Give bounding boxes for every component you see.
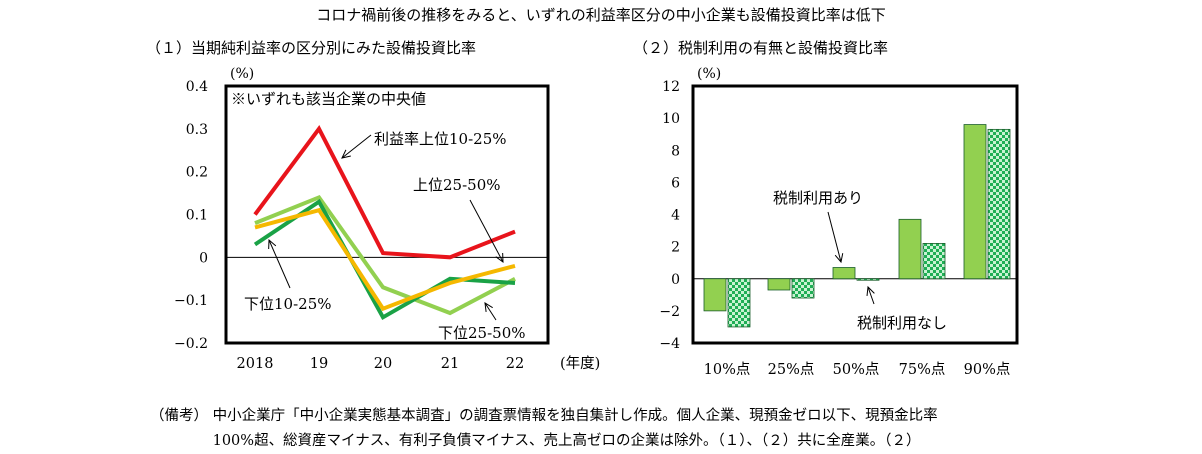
chart2-bar <box>832 267 856 280</box>
chart2-y-tick-label: 12 <box>662 79 680 95</box>
chart1-x-tick-label: 22 <box>506 356 524 372</box>
chart1-x-tick-label: 19 <box>310 356 328 372</box>
chart2-bar <box>922 243 946 280</box>
note-line-1: （備考） 中小企業庁「中小企業実態基本調査」の調査票情報を独自集計し作成。個人企… <box>150 408 938 424</box>
chart1-plot-frame <box>224 84 550 345</box>
chart2-y-tick-label: 4 <box>671 208 680 224</box>
chart1-label-arrowhead <box>341 149 351 159</box>
chart2-y-tick-label: 2 <box>671 240 680 256</box>
chart1-x-tick-label: 20 <box>374 356 392 372</box>
chart2-x-tick-label: 90%点 <box>964 361 1011 378</box>
chart1-series-label: 下位10-25% <box>244 295 332 313</box>
chart1-y-tick-label: 0.2 <box>186 165 208 181</box>
chart1-label-arrowhead <box>484 302 493 312</box>
chart2-x-tick-label: 75%点 <box>899 361 946 378</box>
chart2-plot-frame <box>691 84 1019 345</box>
chart1-series-label: 下位25-50% <box>438 324 526 342</box>
chart1-label-arrow <box>268 239 291 289</box>
chart2-y-tick-label: 10 <box>662 111 680 127</box>
chart2-bar <box>767 278 791 291</box>
chart1-label-arrowhead <box>495 252 504 264</box>
chart2-bar <box>727 278 751 328</box>
chart1-series-line <box>253 125 516 260</box>
chart2-x-tick-label: 25%点 <box>768 361 815 378</box>
chart1-y-tick-label: 0.4 <box>186 79 208 95</box>
chart1-y-tick-label: −0.1 <box>174 293 208 309</box>
chart2-y-tick-label: 0 <box>671 272 680 288</box>
chart1-x-tick-label: 21 <box>441 356 459 372</box>
chart2-series-label: 税制利用なし <box>857 314 947 332</box>
chart2-label-arrow <box>827 211 842 263</box>
chart2-y-tick-label: 8 <box>671 143 680 159</box>
chart2-series-label: 税制利用あり <box>773 189 863 207</box>
chart1-x-unit: (年度) <box>560 355 600 372</box>
notes: （備考） 中小企業庁「中小企業実態基本調査」の調査票情報を独自集計し作成。個人企… <box>150 404 938 454</box>
chart2-label-arrow <box>867 286 875 305</box>
chart1-series-label: 利益率上位10-25% <box>374 130 507 148</box>
chart2-bar <box>856 278 880 281</box>
chart2-x-tick-label: 50%点 <box>833 361 880 378</box>
chart1-y-unit: (%) <box>230 66 254 82</box>
chart2-label-arrowhead <box>834 253 844 264</box>
chart2-y-tick-label: 6 <box>671 175 680 191</box>
chart1-y-tick-label: −0.2 <box>174 336 208 352</box>
chart1-x-tick-label: 2018 <box>237 356 274 372</box>
chart2-bar <box>898 218 922 280</box>
chart1-label-arrow <box>469 199 504 263</box>
chart1-series-label: 上位25-50% <box>413 176 501 194</box>
chart2-y-tick-label: −2 <box>659 304 680 320</box>
chart1-label-arrow <box>341 134 372 159</box>
chart1-series-line <box>254 194 516 316</box>
chart1-y-tick-label: 0 <box>199 250 208 266</box>
chart2-label-arrowhead <box>866 285 875 297</box>
chart2-bar <box>987 128 1011 280</box>
chart1-title: （１）当期純利益率の区分別にみた設備投資比率 <box>146 39 477 57</box>
chart2-bar <box>963 124 987 280</box>
chart2-title: （２）税制利用の有無と設備投資比率 <box>633 39 889 57</box>
chart2-y-unit: (%) <box>697 66 721 82</box>
chart2-bar <box>791 278 815 299</box>
chart1-label-arrowhead <box>268 238 277 250</box>
page-title: コロナ禍前後の推移をみると、いずれの利益率区分の中小企業も設備投資比率は低下 <box>316 6 886 24</box>
chart1-series-line <box>254 207 516 312</box>
chart1-y-tick-label: 0.1 <box>186 208 208 224</box>
note-line-2: 100%超、総資産マイナス、有利子負債マイナス、売上高ゼロの企業は除外。（１）、… <box>150 433 921 449</box>
chart1-annotation: ※いずれも該当企業の中央値 <box>231 90 426 108</box>
chart2-y-tick-label: −4 <box>659 336 680 352</box>
chart1-y-tick-label: 0.3 <box>186 122 208 138</box>
chart2-x-tick-label: 10%点 <box>704 361 751 378</box>
chart2-bar <box>703 278 727 312</box>
chart1-label-arrow <box>484 302 497 321</box>
